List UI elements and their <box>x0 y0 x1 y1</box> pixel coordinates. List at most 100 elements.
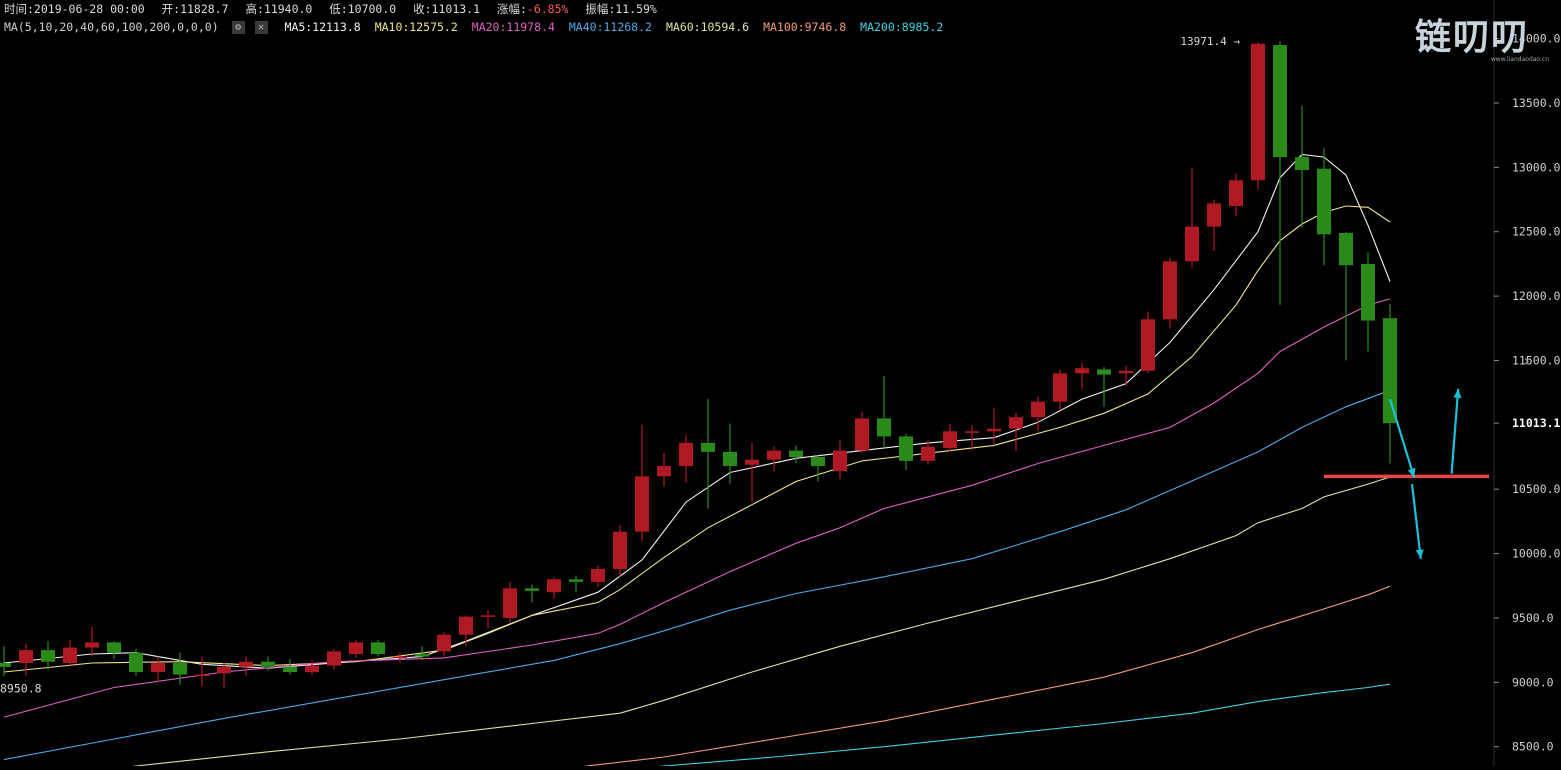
candle-body[interactable] <box>1383 318 1397 424</box>
settings-icon[interactable]: ⚙ <box>231 21 245 34</box>
chevron-right-icon[interactable]: › <box>1524 353 1530 369</box>
y-tick-label: 8500.0 <box>1512 740 1554 754</box>
ma-legend-item: MA5:12113.8 <box>284 20 361 34</box>
high-price-label: 13971.4 → <box>1180 35 1240 48</box>
candle-body[interactable] <box>107 642 121 653</box>
candle-body[interactable] <box>1317 168 1331 235</box>
candle-body[interactable] <box>239 661 253 667</box>
candle-body[interactable] <box>415 653 429 657</box>
candle-body[interactable] <box>569 579 583 582</box>
candle-body[interactable] <box>195 674 209 677</box>
candle-body[interactable] <box>1185 226 1199 262</box>
candle-body[interactable] <box>1097 369 1111 375</box>
candle-body[interactable] <box>965 431 979 433</box>
candle-body[interactable] <box>1339 233 1353 266</box>
amplitude-label: 振幅:11.59% <box>585 2 657 16</box>
logo-text: 链叨叨 <box>1415 17 1530 58</box>
candle-body[interactable] <box>327 651 341 666</box>
ma-legend-item: MA200:8985.2 <box>860 20 944 34</box>
candle-body[interactable] <box>1295 157 1309 170</box>
candle-body[interactable] <box>283 666 297 673</box>
candle-body[interactable] <box>591 569 605 582</box>
candle-body[interactable] <box>173 663 187 675</box>
candle-body[interactable] <box>613 531 627 570</box>
candle-body[interactable] <box>1009 417 1023 429</box>
ma-legend: MA5:12113.8 MA10:12575.2 MA20:11978.4 MA40:… <box>285 20 958 34</box>
ma-params: MA(5,10,20,40,60,100,200,0,0,0) <box>4 20 219 34</box>
annotation-arrow-shaft <box>1388 398 1416 478</box>
current-price-box <box>1495 415 1561 432</box>
candle-body[interactable] <box>943 431 957 449</box>
candle-body[interactable] <box>129 652 143 673</box>
y-tick-label: 13500.0 <box>1512 96 1561 110</box>
high-label: 高:11940.0 <box>245 2 313 16</box>
candle-body[interactable] <box>767 450 781 460</box>
candle-body[interactable] <box>877 418 891 437</box>
candle-body[interactable] <box>503 588 517 618</box>
candle-body[interactable] <box>1075 368 1089 374</box>
ma-legend-item: MA40:11268.2 <box>568 20 652 34</box>
ma-legend-item: MA60:10594.6 <box>665 20 750 34</box>
ma-legend-item: MA10:12575.2 <box>374 20 458 34</box>
candle-body[interactable] <box>151 663 165 673</box>
candle-body[interactable] <box>63 647 77 664</box>
y-tick-label: 12500.0 <box>1512 225 1561 239</box>
candle-body[interactable] <box>217 666 231 674</box>
candle-body[interactable] <box>635 476 649 532</box>
candle-body[interactable] <box>789 450 803 458</box>
candle-body[interactable] <box>261 661 275 667</box>
y-tick-label: 14000.0 <box>1512 32 1561 46</box>
candle-body[interactable] <box>745 459 759 465</box>
annotation-arrow-head <box>1453 388 1462 399</box>
candle-body[interactable] <box>1031 401 1045 418</box>
candle-body[interactable] <box>85 642 99 648</box>
candle-body[interactable] <box>525 588 539 591</box>
candle-body[interactable] <box>1361 263 1375 321</box>
ma-line-ma60 <box>100 476 1391 770</box>
candle-body[interactable] <box>305 665 319 673</box>
ma-line-ma200 <box>611 683 1391 770</box>
y-tick-label: 10500.0 <box>1512 482 1561 496</box>
candle-body[interactable] <box>1163 261 1177 320</box>
candle-body[interactable] <box>393 656 407 659</box>
candle-body[interactable] <box>855 418 869 451</box>
candle-body[interactable] <box>1141 319 1155 371</box>
change-label: 涨幅:-6.85% <box>496 2 569 16</box>
y-tick-label: 10000.0 <box>1512 547 1561 561</box>
candle-body[interactable] <box>1229 180 1243 206</box>
candle-body[interactable] <box>899 436 913 461</box>
candle-body[interactable] <box>833 450 847 472</box>
candle-body[interactable] <box>1207 203 1221 227</box>
candle-body[interactable] <box>1251 43 1265 181</box>
y-tick-label: 13000.0 <box>1512 160 1561 174</box>
time-label: 时间:2019-06-28 00:00 <box>4 2 145 16</box>
candle-body[interactable] <box>371 642 385 654</box>
y-tick-label: 12000.0 <box>1512 289 1561 303</box>
candle-body[interactable] <box>481 615 495 617</box>
candle-body[interactable] <box>679 442 693 467</box>
candle-body[interactable] <box>41 650 55 662</box>
candle-body[interactable] <box>987 428 1001 432</box>
candle-body[interactable] <box>1053 373 1067 402</box>
y-tick-label: 9000.0 <box>1512 675 1554 689</box>
close-icon[interactable]: ✕ <box>254 21 268 34</box>
candle-body[interactable] <box>811 457 825 467</box>
ma-info-row: MA(5,10,20,40,60,100,200,0,0,0) ⚙ ✕ MA5:1… <box>4 20 967 34</box>
candle-body[interactable] <box>921 446 935 461</box>
open-label: 开:11828.7 <box>161 2 229 16</box>
candle-body[interactable] <box>459 616 473 635</box>
y-tick-label: 11013.1 <box>1512 416 1561 430</box>
candle-body[interactable] <box>1119 370 1133 374</box>
candle-body[interactable] <box>1273 45 1287 158</box>
logo-url: www.liandaodao.cn <box>1490 56 1549 63</box>
candle-body[interactable] <box>701 442 715 452</box>
candle-body[interactable] <box>723 451 737 467</box>
candle-body[interactable] <box>657 466 671 477</box>
candle-body[interactable] <box>547 579 561 593</box>
candle-body[interactable] <box>0 663 11 667</box>
candle-body[interactable] <box>349 642 363 654</box>
candle-body[interactable] <box>437 634 451 652</box>
candle-body[interactable] <box>19 650 33 664</box>
